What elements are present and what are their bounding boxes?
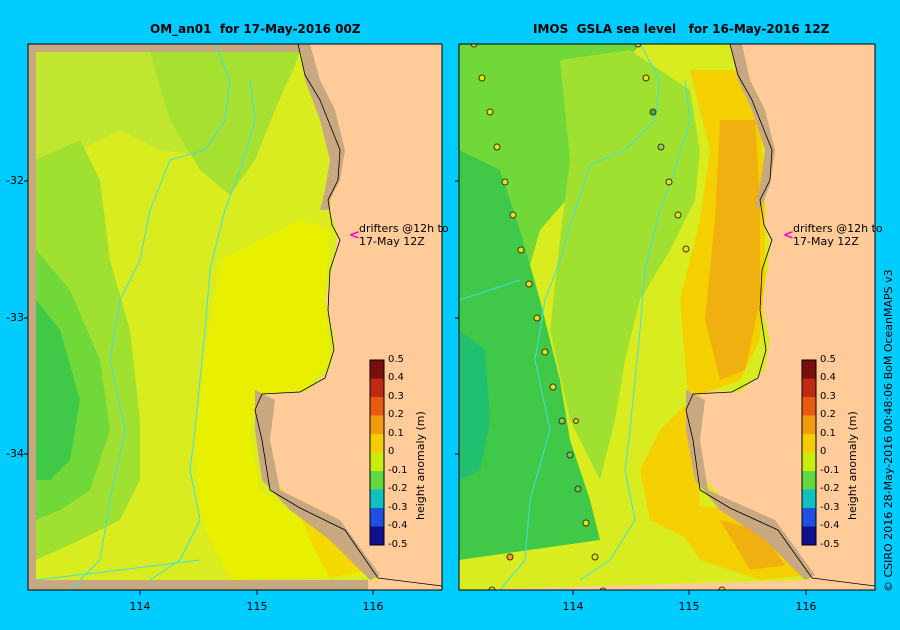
cbar-right-label: 0 — [820, 446, 827, 457]
x-tick-right-3: 116 — [795, 600, 817, 613]
colorbar-right-swatches — [801, 359, 817, 546]
cbar-right-label: -0.3 — [820, 502, 840, 513]
x-tick-left-2: 115 — [246, 600, 268, 613]
right-map — [459, 44, 875, 590]
cbar-left-label: 0.4 — [388, 372, 404, 383]
credit-text: © CSIRO 2016 28-May-2016 00:48:06 BoM Oc… — [882, 269, 895, 592]
colorbar-left-swatches — [369, 359, 385, 546]
axis-ticks — [24, 180, 807, 595]
cbar-right-label: -0.1 — [820, 465, 840, 476]
right-map-title: IMOS GSLA sea level for 16-May-2016 12Z — [533, 22, 830, 36]
x-tick-right-1: 114 — [562, 600, 584, 613]
cbar-left-label: 0.5 — [388, 354, 404, 365]
cbar-left-label: -0.5 — [388, 539, 408, 550]
cbar-left-title: height anomaly (m) — [414, 411, 427, 520]
cbar-right-label: -0.4 — [820, 520, 840, 531]
drifter-markers — [470, 44, 726, 590]
cbar-left-label: 0.3 — [388, 391, 404, 402]
cbar-right-label: 0.3 — [820, 391, 836, 402]
y-tick-left-3: -34 — [6, 447, 24, 460]
y-tick-left-2: -33 — [6, 311, 24, 324]
left-drifter-note-line1: drifters @12h to — [359, 222, 449, 235]
cbar-right-label: 0.1 — [820, 428, 836, 439]
x-tick-left-3: 116 — [362, 600, 384, 613]
cbar-right-title: height anomaly (m) — [846, 411, 859, 520]
x-tick-right-2: 115 — [678, 600, 700, 613]
drifter-arrow-icon-right: < — [783, 228, 794, 243]
right-drifter-note-line2: 17-May 12Z — [793, 235, 859, 248]
cbar-left-label: 0 — [388, 446, 395, 457]
cbar-left-label: -0.2 — [388, 483, 408, 494]
left-map-title: OM_an01 for 17-May-2016 00Z — [150, 22, 361, 36]
right-drifter-note: drifters @12h to 17-May 12Z — [793, 222, 883, 248]
cbar-right-label: 0.4 — [820, 372, 836, 383]
cbar-right-label: -0.2 — [820, 483, 840, 494]
drifter-arrow-icon-left: < — [349, 228, 360, 243]
cbar-right-label: -0.5 — [820, 539, 840, 550]
cbar-left-label: -0.3 — [388, 502, 408, 513]
left-drifter-note-line2: 17-May 12Z — [359, 235, 425, 248]
right-drifter-note-line1: drifters @12h to — [793, 222, 883, 235]
cbar-right-label: 0.2 — [820, 409, 836, 420]
left-map — [28, 44, 442, 590]
left-drifter-note: drifters @12h to 17-May 12Z — [359, 222, 449, 248]
cbar-left-label: 0.1 — [388, 428, 404, 439]
cbar-left-label: -0.4 — [388, 520, 408, 531]
cbar-right-label: 0.5 — [820, 354, 836, 365]
cbar-left-label: 0.2 — [388, 409, 404, 420]
x-tick-left-1: 114 — [129, 600, 151, 613]
y-tick-left-1: -32 — [6, 174, 24, 187]
cbar-left-label: -0.1 — [388, 465, 408, 476]
